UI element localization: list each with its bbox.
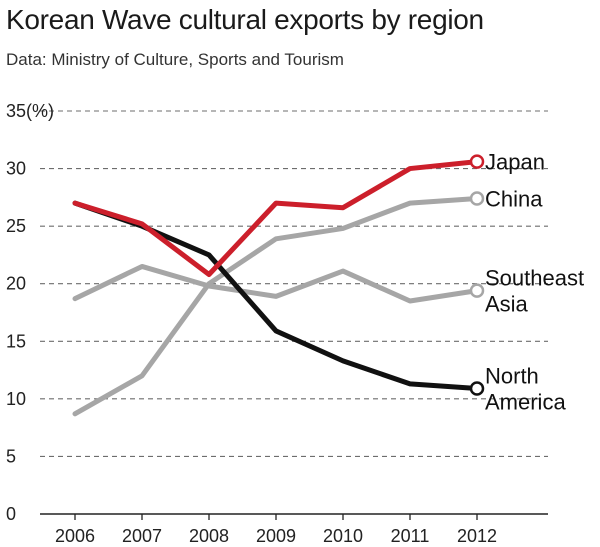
x-tick-label: 2008 <box>189 526 229 546</box>
y-tick-label: 10 <box>6 389 26 409</box>
chart-subtitle: Data: Ministry of Culture, Sports and To… <box>6 50 344 69</box>
series-end-marker <box>469 381 485 396</box>
y-tick-label: 15 <box>6 331 26 351</box>
x-axis: 2006 2007 2008 2009 2010 2011 2012 <box>40 513 548 546</box>
y-tick-label: 30 <box>6 159 26 179</box>
x-tick-label: 2006 <box>55 526 95 546</box>
series-label: Southeast <box>485 266 584 291</box>
y-tick-label: 5 <box>6 446 16 466</box>
series-lines <box>72 154 485 417</box>
grid-lines <box>40 110 548 457</box>
y-tick-label: 35(%) <box>6 101 54 121</box>
series-end-marker <box>469 283 485 298</box>
chart-title: Korean Wave cultural exports by region <box>6 4 484 35</box>
series-end-marker <box>469 154 485 169</box>
x-tick-label: 2011 <box>391 526 430 546</box>
series-label: Asia <box>485 292 529 317</box>
y-tick-label: 20 <box>6 274 26 294</box>
series-line-china <box>72 196 480 417</box>
series-line-southeast-asia <box>72 263 480 304</box>
series-label: Japan <box>485 150 545 175</box>
x-tick-label: 2010 <box>323 526 363 546</box>
series-label: China <box>485 187 543 212</box>
y-tick-label: 0 <box>6 504 16 524</box>
y-tick-label: 25 <box>6 216 26 236</box>
x-tick-label: 2009 <box>256 526 296 546</box>
series-label: America <box>485 389 566 414</box>
x-tick-label: 2007 <box>122 526 162 546</box>
y-axis: 0 5 10 15 20 25 30 35(%) <box>6 101 54 524</box>
series-end-marker <box>469 191 485 206</box>
series-line-japan <box>72 159 480 278</box>
series-label: North <box>485 363 539 388</box>
x-tick-label: 2012 <box>457 526 497 546</box>
